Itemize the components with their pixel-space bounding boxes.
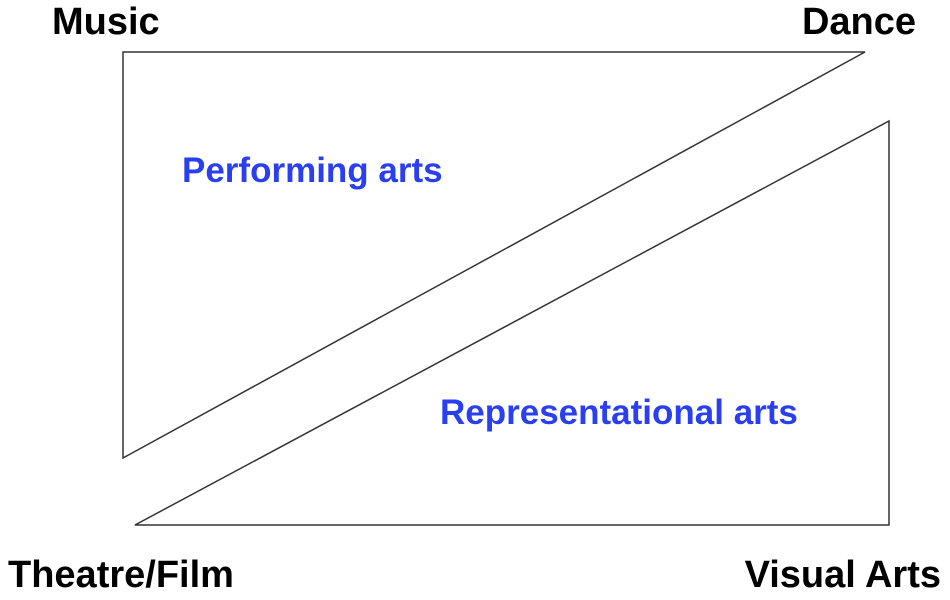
corner-label-music: Music <box>52 1 160 43</box>
corner-label-visual-arts: Visual Arts <box>745 554 941 596</box>
region-label-performing-arts: Performing arts <box>182 151 443 190</box>
region-label-representational-arts: Representational arts <box>440 393 798 432</box>
corner-label-dance: Dance <box>802 1 916 43</box>
corner-label-theatre-film: Theatre/Film <box>8 554 234 596</box>
performing-arts-triangle <box>122 51 866 460</box>
representational-arts-triangle <box>134 119 890 526</box>
